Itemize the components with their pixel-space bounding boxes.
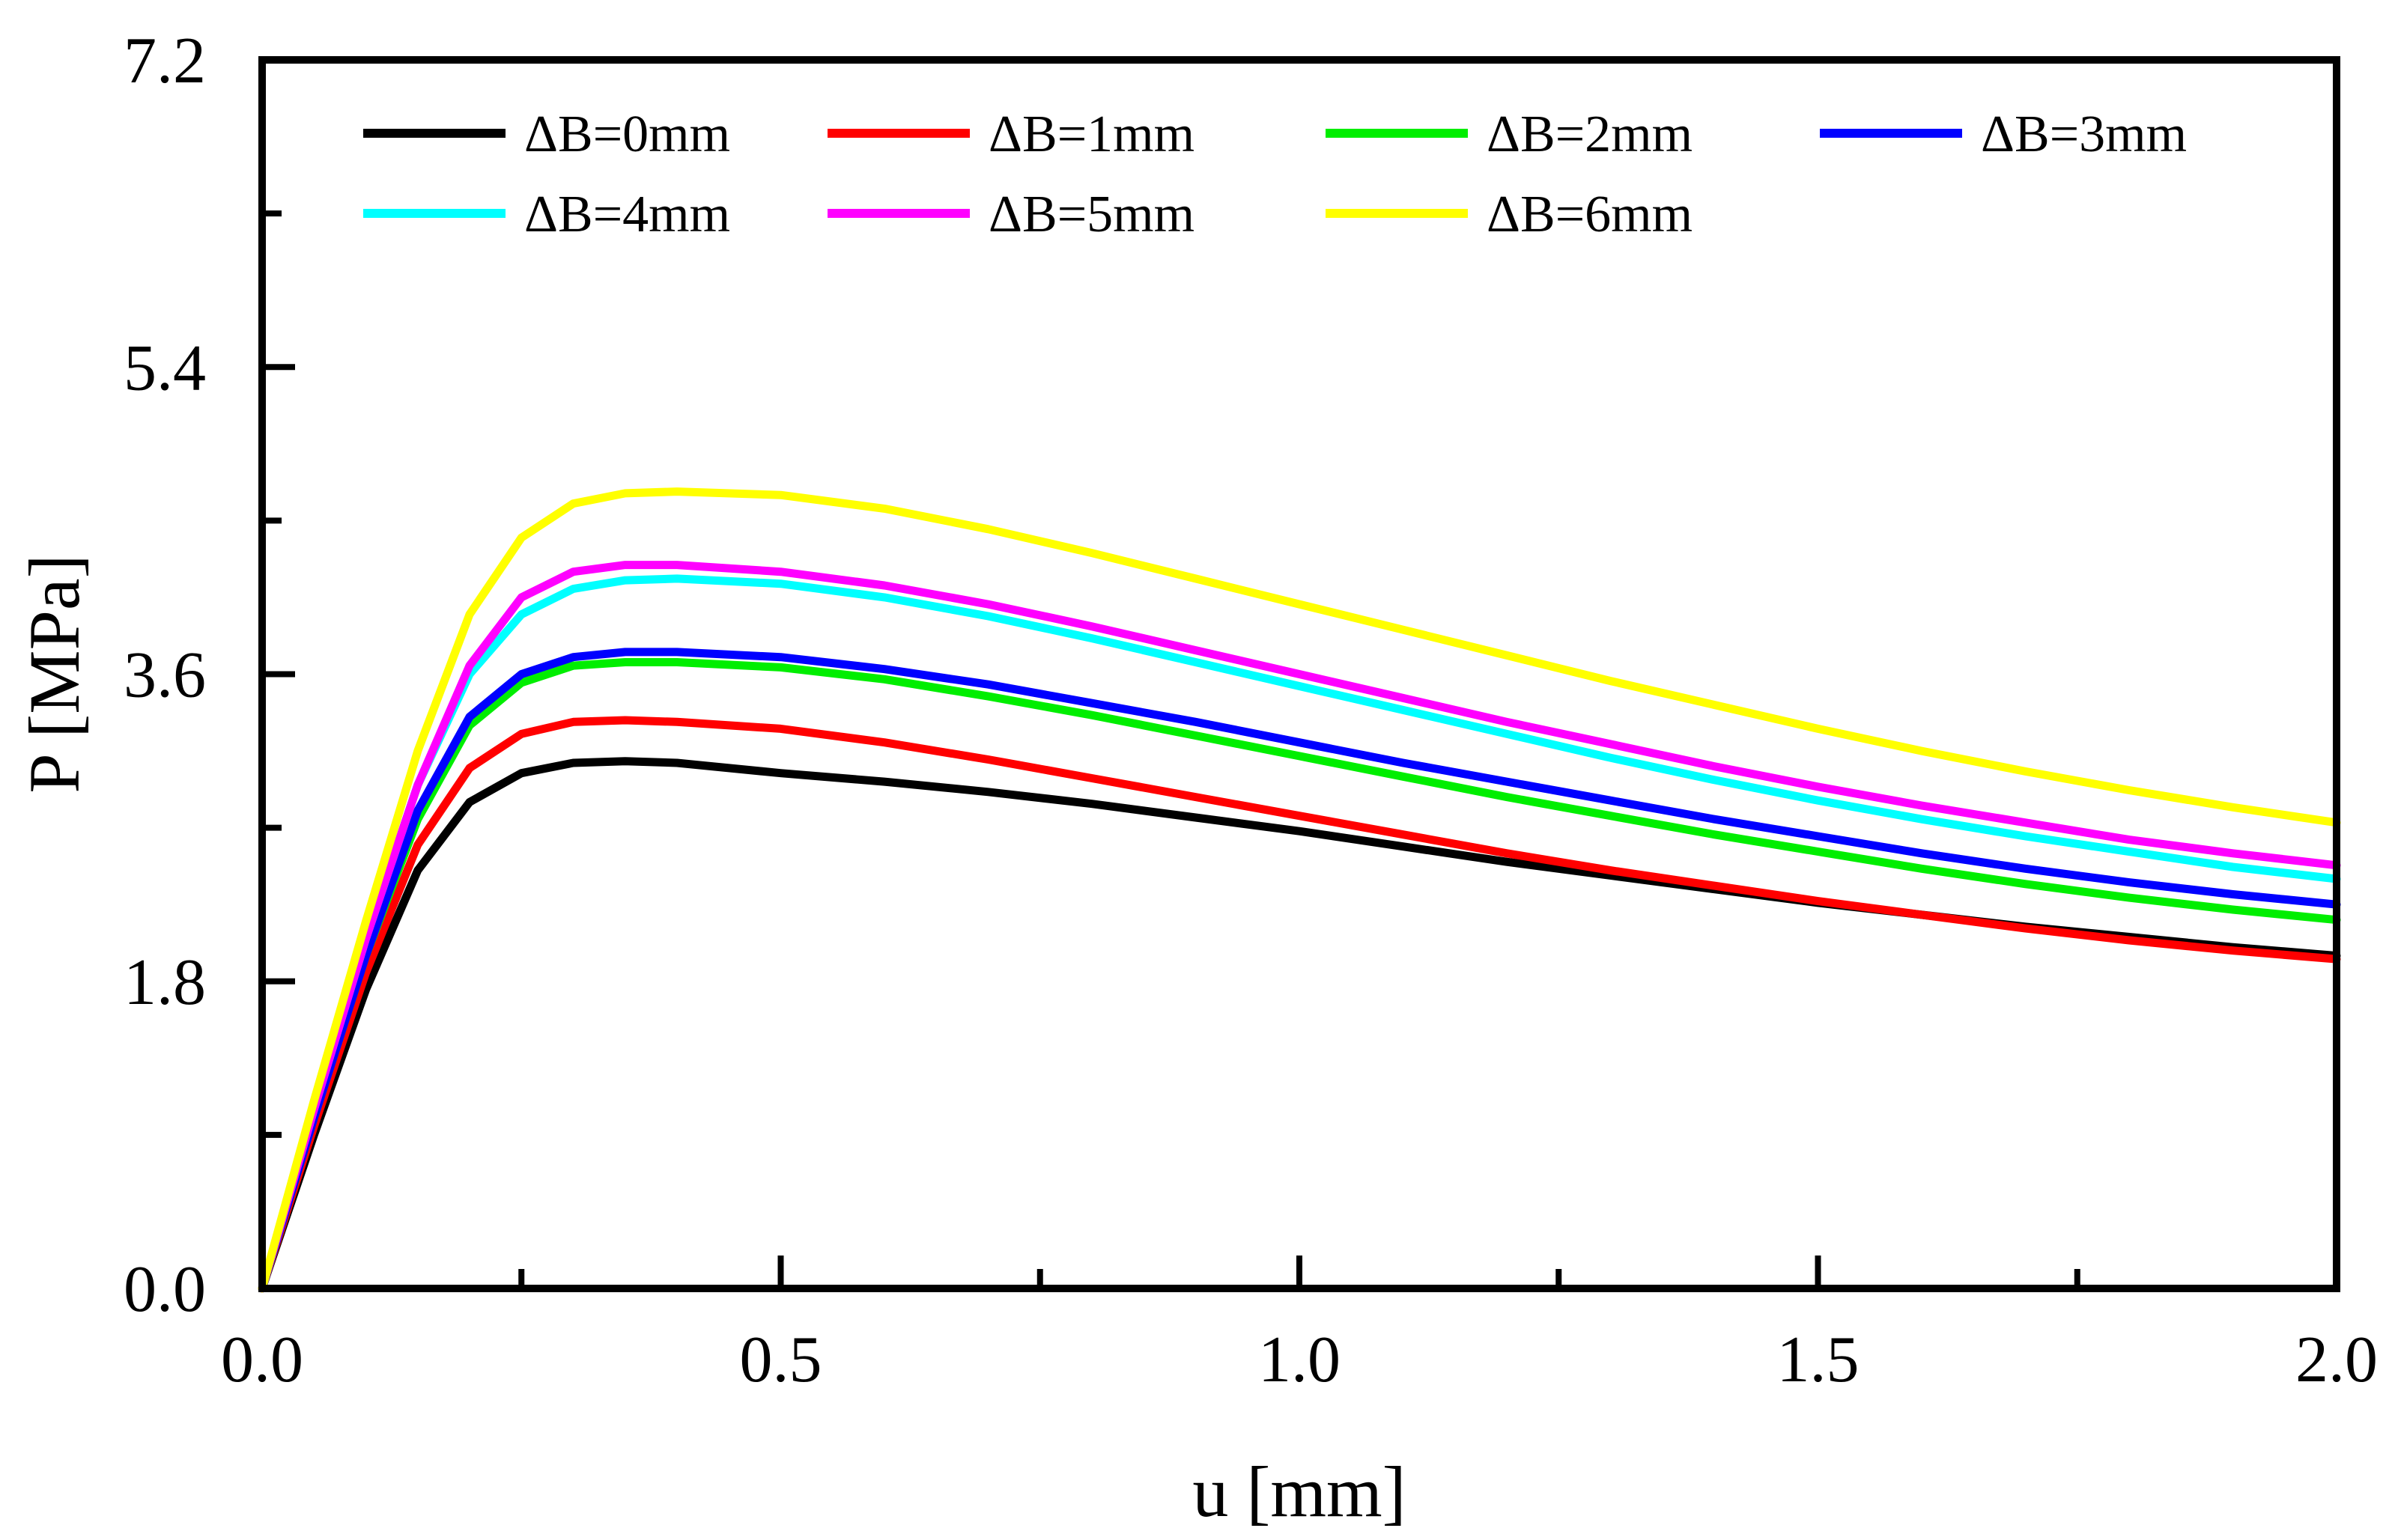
x-tick-label-3: 1.5 (1777, 1324, 1860, 1396)
legend: ΔB=0mm ΔB=1mm ΔB=2mm ΔB=3mm ΔB=4mm ΔB=5mm ΔB=6… (363, 106, 2187, 243)
legend-label-3: ΔB=3mm (1981, 106, 2187, 163)
y-axis-label: P [MPa] (14, 554, 94, 793)
series-line-5 (258, 561, 2341, 1293)
series-line-2 (258, 658, 2341, 1293)
legend-label-1: ΔB=1mm (989, 106, 1194, 163)
series-line-3 (258, 648, 2341, 1293)
y-tick-label-1: 1.8 (124, 946, 206, 1019)
y-tick-label-4: 7.2 (124, 25, 206, 97)
series-line-4 (258, 574, 2341, 1293)
x-tick-label-0: 0.0 (221, 1324, 303, 1396)
legend-label-4: ΔB=4mm (524, 186, 730, 243)
series-line-6 (258, 487, 2341, 1293)
x-tick-label-4: 2.0 (2295, 1324, 2378, 1396)
legend-label-0: ΔB=0mm (524, 106, 730, 163)
plot-lines (258, 487, 2341, 1293)
series-line-1 (258, 716, 2341, 1293)
y-tick-label-3: 5.4 (124, 332, 206, 404)
x-axis-label: u [mm] (1192, 1452, 1406, 1532)
axis-ticks (259, 57, 2340, 1291)
y-tick-label-0: 0.0 (124, 1253, 206, 1326)
legend-label-6: ΔB=6mm (1487, 186, 1693, 243)
legend-label-2: ΔB=2mm (1487, 106, 1693, 163)
axis-tick-labels: 0.0 0.5 1.0 1.5 2.0 0.0 1.8 3.6 5.4 7.2 (124, 25, 2378, 1396)
legend-label-5: ΔB=5mm (989, 186, 1194, 243)
y-tick-label-2: 3.6 (124, 639, 206, 712)
x-tick-label-2: 1.0 (1258, 1324, 1341, 1396)
x-tick-label-1: 0.5 (740, 1324, 822, 1396)
